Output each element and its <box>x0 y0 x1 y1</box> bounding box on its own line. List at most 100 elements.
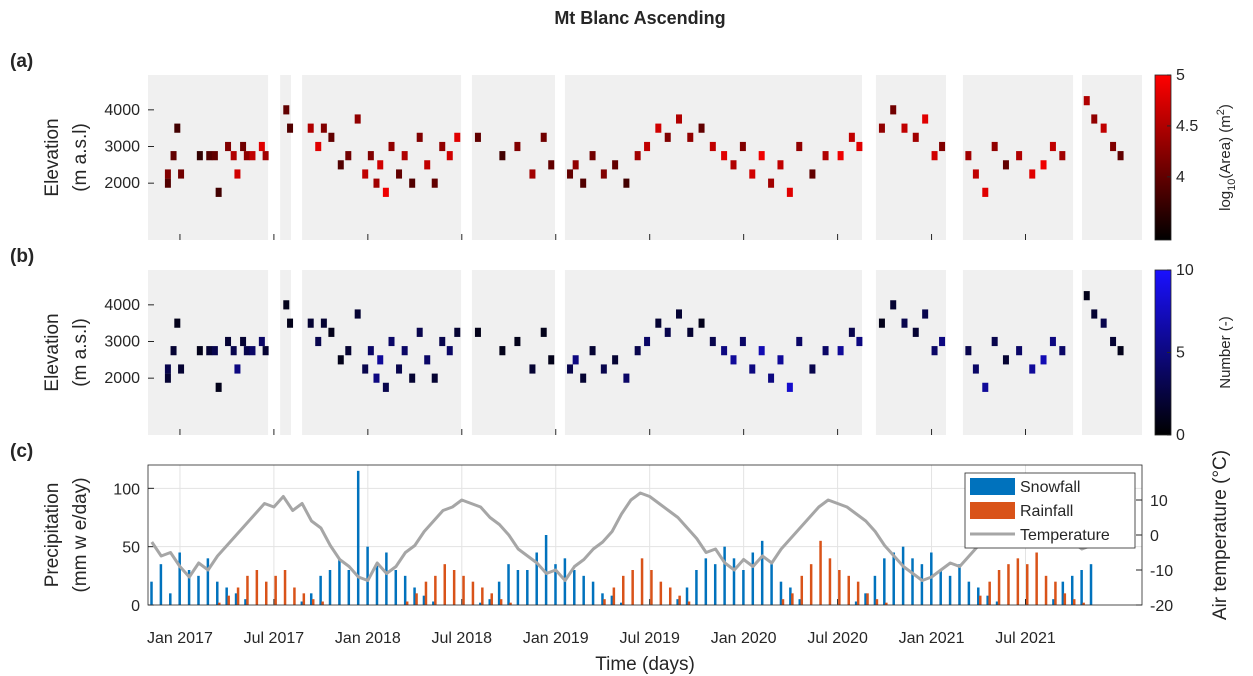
precip-bar <box>798 599 802 605</box>
heatmap-cell <box>431 373 438 383</box>
heatmap-cell <box>416 327 423 337</box>
precip-bar <box>234 593 238 605</box>
y-tick-label: 50 <box>122 540 140 557</box>
heatmap-cell <box>529 364 536 374</box>
colorbar <box>1154 74 1172 241</box>
heatmap-cell <box>178 364 185 374</box>
heatmap-cell <box>931 151 938 161</box>
legend-label: Rainfall <box>1020 503 1073 520</box>
heatmap-cell <box>822 151 829 161</box>
heatmap-cell <box>698 318 705 328</box>
precip-bar <box>939 570 942 605</box>
precip-bar <box>535 552 538 605</box>
heatmap-cell <box>698 123 705 133</box>
heatmap-cell <box>623 178 630 188</box>
heatmap-cell <box>262 346 269 356</box>
y-axis-label: Elevation <box>42 118 63 196</box>
heatmap-cell <box>178 169 185 179</box>
precip-bar <box>732 558 736 605</box>
heatmap-cell <box>439 336 446 347</box>
y-axis-label: Elevation <box>42 313 63 391</box>
precip-bar <box>864 593 867 605</box>
heatmap-cell <box>709 336 716 347</box>
precip-bar <box>1061 581 1065 605</box>
heatmap-cell <box>758 151 765 161</box>
heatmap-cell <box>529 169 536 179</box>
legend-label: Snowfall <box>1020 479 1080 496</box>
heatmap-cell <box>1083 291 1090 301</box>
precip-bar <box>828 558 832 605</box>
heatmap-cell <box>234 364 241 374</box>
precip-bar <box>979 595 982 605</box>
precip-bar <box>1070 575 1074 605</box>
heatmap-cell <box>320 318 327 328</box>
precip-bar <box>432 601 435 605</box>
precip-bar <box>620 602 623 605</box>
heatmap-cell <box>373 178 380 188</box>
precip-bar <box>509 602 512 605</box>
heatmap-cell <box>377 355 384 365</box>
heatmap-cell <box>354 309 361 319</box>
precip-bar <box>490 593 493 605</box>
precip-bar <box>321 601 324 605</box>
precip-bar <box>471 581 475 605</box>
heatmap-cell <box>822 346 829 356</box>
heatmap-cell <box>878 123 885 133</box>
heatmap-cell <box>676 309 683 319</box>
coverage-region <box>471 75 555 240</box>
temperature-line <box>150 491 1092 582</box>
heatmap-cell <box>211 346 218 356</box>
heatmap-cell <box>1029 169 1036 179</box>
heatmap-cell <box>243 151 250 161</box>
heatmap-cell <box>345 346 352 356</box>
heatmap-cell <box>328 132 335 142</box>
heatmap-cell <box>856 141 863 152</box>
x-tick-label: Jan 2019 <box>523 630 589 647</box>
heatmap-cell <box>878 318 885 328</box>
legend-swatch <box>970 502 1015 519</box>
y2-axis-label: Air temperature (°C) <box>1210 450 1231 620</box>
precip-bar <box>668 587 672 605</box>
heatmap-cell <box>474 327 481 337</box>
heatmap-cell <box>258 141 265 152</box>
heatmap-cell <box>230 346 237 356</box>
precip-bar <box>854 601 858 605</box>
heatmap-cell <box>809 169 816 179</box>
heatmap-cell <box>249 151 256 161</box>
precip-bar <box>582 575 585 605</box>
x-tick-label: Jul 2020 <box>807 630 868 647</box>
precip-bar <box>920 564 924 605</box>
precip-bar <box>1089 564 1093 605</box>
precip-bar <box>366 546 369 605</box>
precip-bar <box>770 564 773 605</box>
heatmap-cell <box>514 141 521 152</box>
heatmap-cell <box>1016 151 1023 161</box>
heatmap-cell <box>758 346 765 356</box>
precip-bar <box>603 599 606 605</box>
precip-bar <box>319 575 322 605</box>
precip-bar <box>264 581 268 605</box>
heatmap-cell <box>721 151 728 161</box>
heatmap-cell <box>416 132 423 142</box>
y-tick-label: 0 <box>131 598 140 615</box>
precip-bar <box>930 552 933 605</box>
heatmap-cell <box>572 355 579 365</box>
heatmap-cell <box>567 364 574 374</box>
heatmap-cell <box>634 346 641 356</box>
legend-swatch <box>970 478 1015 495</box>
heatmap-cell <box>377 160 384 170</box>
heatmap-cell <box>514 336 521 347</box>
heatmap-cell <box>1016 346 1023 356</box>
colorbar-label: log10(Area) (m2) <box>1215 104 1238 211</box>
y-tick-label: 3000 <box>104 334 140 351</box>
heatmap-cell <box>170 346 177 356</box>
precip-bar <box>452 570 456 605</box>
heatmap-cell <box>939 141 946 152</box>
heatmap-cell <box>474 132 481 142</box>
heatmap-cell <box>837 151 844 161</box>
heatmap-cell <box>1040 160 1047 170</box>
precip-bar <box>791 593 794 605</box>
precip-bar <box>695 570 698 605</box>
precip-bar <box>554 564 557 605</box>
